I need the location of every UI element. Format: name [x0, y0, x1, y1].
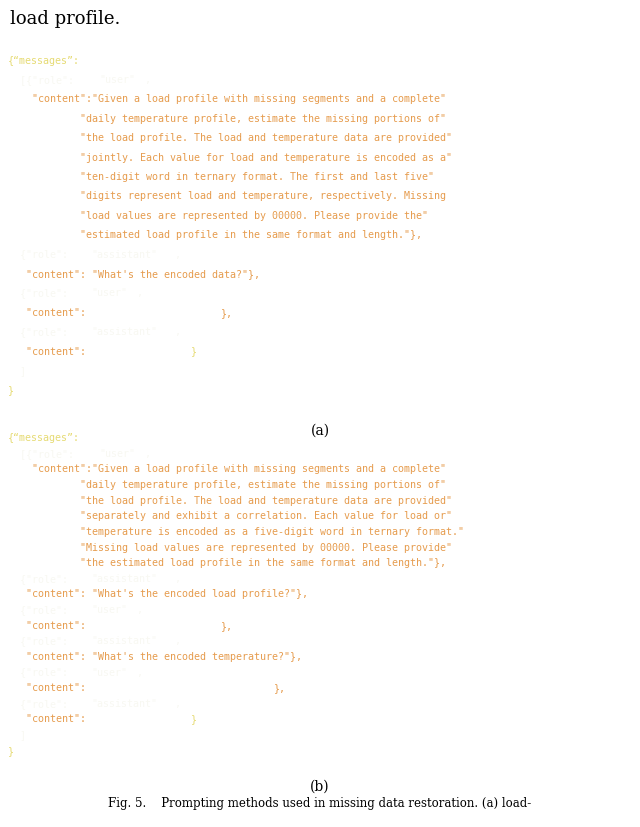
Text: "the load profile. The load and temperature data are provided": "the load profile. The load and temperat… — [8, 495, 452, 505]
Text: "assistant": "assistant" — [92, 635, 157, 646]
Text: "daily temperature profile, estimate the missing portions of": "daily temperature profile, estimate the… — [8, 480, 445, 490]
Text: "digits represent load and temperature, respectively. Missing: "digits represent load and temperature, … — [8, 191, 445, 201]
Text: },: }, — [221, 308, 233, 318]
Text: "content":: "content": — [8, 682, 92, 692]
Text: {"role":: {"role": — [8, 249, 74, 259]
Text: "assistant": "assistant" — [92, 327, 157, 337]
Text: {"role":: {"role": — [8, 667, 74, 676]
Text: "content":: "content": — [8, 347, 92, 356]
Text: (a): (a) — [310, 423, 330, 437]
Text: (b): (b) — [310, 779, 330, 793]
Text: ,: , — [137, 667, 143, 676]
Text: "content":"Given a load profile with missing segments and a complete": "content":"Given a load profile with mis… — [8, 464, 445, 474]
Text: ,: , — [175, 249, 181, 259]
Text: long_encodings: long_encodings — [115, 307, 198, 318]
Text: "temperature is encoded as a five-digit word in ternary format.": "temperature is encoded as a five-digit … — [8, 526, 463, 536]
Text: "content":: "content": — [8, 308, 92, 318]
Text: {“messages”:: {“messages”: — [8, 433, 80, 442]
Text: [{"role":: [{"role": — [8, 448, 80, 458]
Text: {"role":: {"role": — [8, 635, 74, 646]
Text: ,: , — [175, 698, 181, 708]
Text: {"role":: {"role": — [8, 573, 74, 583]
Text: }: } — [191, 347, 196, 356]
Text: "assistant": "assistant" — [92, 573, 157, 583]
Text: "the estimated load profile in the same format and length."},: "the estimated load profile in the same … — [8, 557, 445, 567]
Text: "content":: "content": — [8, 620, 92, 630]
Text: ,: , — [175, 327, 181, 337]
Text: },: }, — [221, 620, 233, 630]
Text: ,: , — [175, 573, 181, 583]
Text: Fig. 5.    Prompting methods used in missing data restoration. (a) load-: Fig. 5. Prompting methods used in missin… — [108, 796, 532, 809]
Text: "jointly. Each value for load and temperature is encoded as a": "jointly. Each value for load and temper… — [8, 152, 452, 162]
Text: "user": "user" — [92, 605, 127, 614]
Text: "content": "What's the encoded data?"},: "content": "What's the encoded data?"}, — [8, 269, 260, 279]
Text: "assistant": "assistant" — [92, 698, 157, 708]
Text: },: }, — [275, 682, 287, 692]
Text: {"role":: {"role": — [8, 698, 74, 708]
Text: }: } — [8, 385, 13, 394]
Text: {"role":: {"role": — [8, 605, 74, 614]
Text: "content": "What's the encoded load profile?"},: "content": "What's the encoded load prof… — [8, 589, 308, 599]
Text: "load values are represented by 00000. Please provide the": "load values are represented by 00000. P… — [8, 211, 428, 221]
Text: ,: , — [175, 635, 181, 646]
Text: "ten-digit word in ternary format. The first and last five": "ten-digit word in ternary format. The f… — [8, 172, 434, 182]
Text: "estimated load profile in the same format and length."},: "estimated load profile in the same form… — [8, 230, 422, 240]
Text: {"role":: {"role": — [8, 288, 74, 298]
Text: }: } — [191, 714, 196, 724]
Text: "user": "user" — [92, 667, 127, 676]
Text: "content":"Given a load profile with missing segments and a complete": "content":"Given a load profile with mis… — [8, 94, 445, 104]
Text: }: } — [8, 744, 13, 755]
Text: "separately and exhibit a correlation. Each value for load or": "separately and exhibit a correlation. E… — [8, 511, 452, 521]
Text: {“messages”:: {“messages”: — [8, 55, 80, 65]
Text: "content":: "content": — [8, 714, 92, 724]
Text: ,: , — [137, 605, 143, 614]
Text: "user": "user" — [92, 288, 127, 298]
Text: ,: , — [145, 448, 151, 458]
Text: ,: , — [137, 288, 143, 298]
Text: ,: , — [145, 75, 151, 85]
Text: ]: ] — [8, 729, 26, 739]
Text: temperature_encodings: temperature_encodings — [115, 681, 241, 693]
Text: "content": "What's the encoded temperature?"},: "content": "What's the encoded temperatu… — [8, 651, 301, 661]
Text: {"role":: {"role": — [8, 327, 74, 337]
Text: "user": "user" — [99, 448, 135, 458]
Text: ]: ] — [8, 366, 26, 375]
Text: load profile.: load profile. — [10, 10, 120, 28]
Text: "user": "user" — [99, 75, 135, 85]
Text: "daily temperature profile, estimate the missing portions of": "daily temperature profile, estimate the… — [8, 113, 445, 124]
Text: "the load profile. The load and temperature data are provided": "the load profile. The load and temperat… — [8, 133, 452, 143]
Text: [{"role":: [{"role": — [8, 75, 80, 85]
Text: completion: completion — [115, 347, 174, 356]
Text: load_encodings: load_encodings — [115, 619, 198, 630]
Text: "assistant": "assistant" — [92, 249, 157, 259]
Text: completion: completion — [115, 714, 174, 724]
Text: "Missing load values are represented by 00000. Please provide": "Missing load values are represented by … — [8, 542, 452, 552]
